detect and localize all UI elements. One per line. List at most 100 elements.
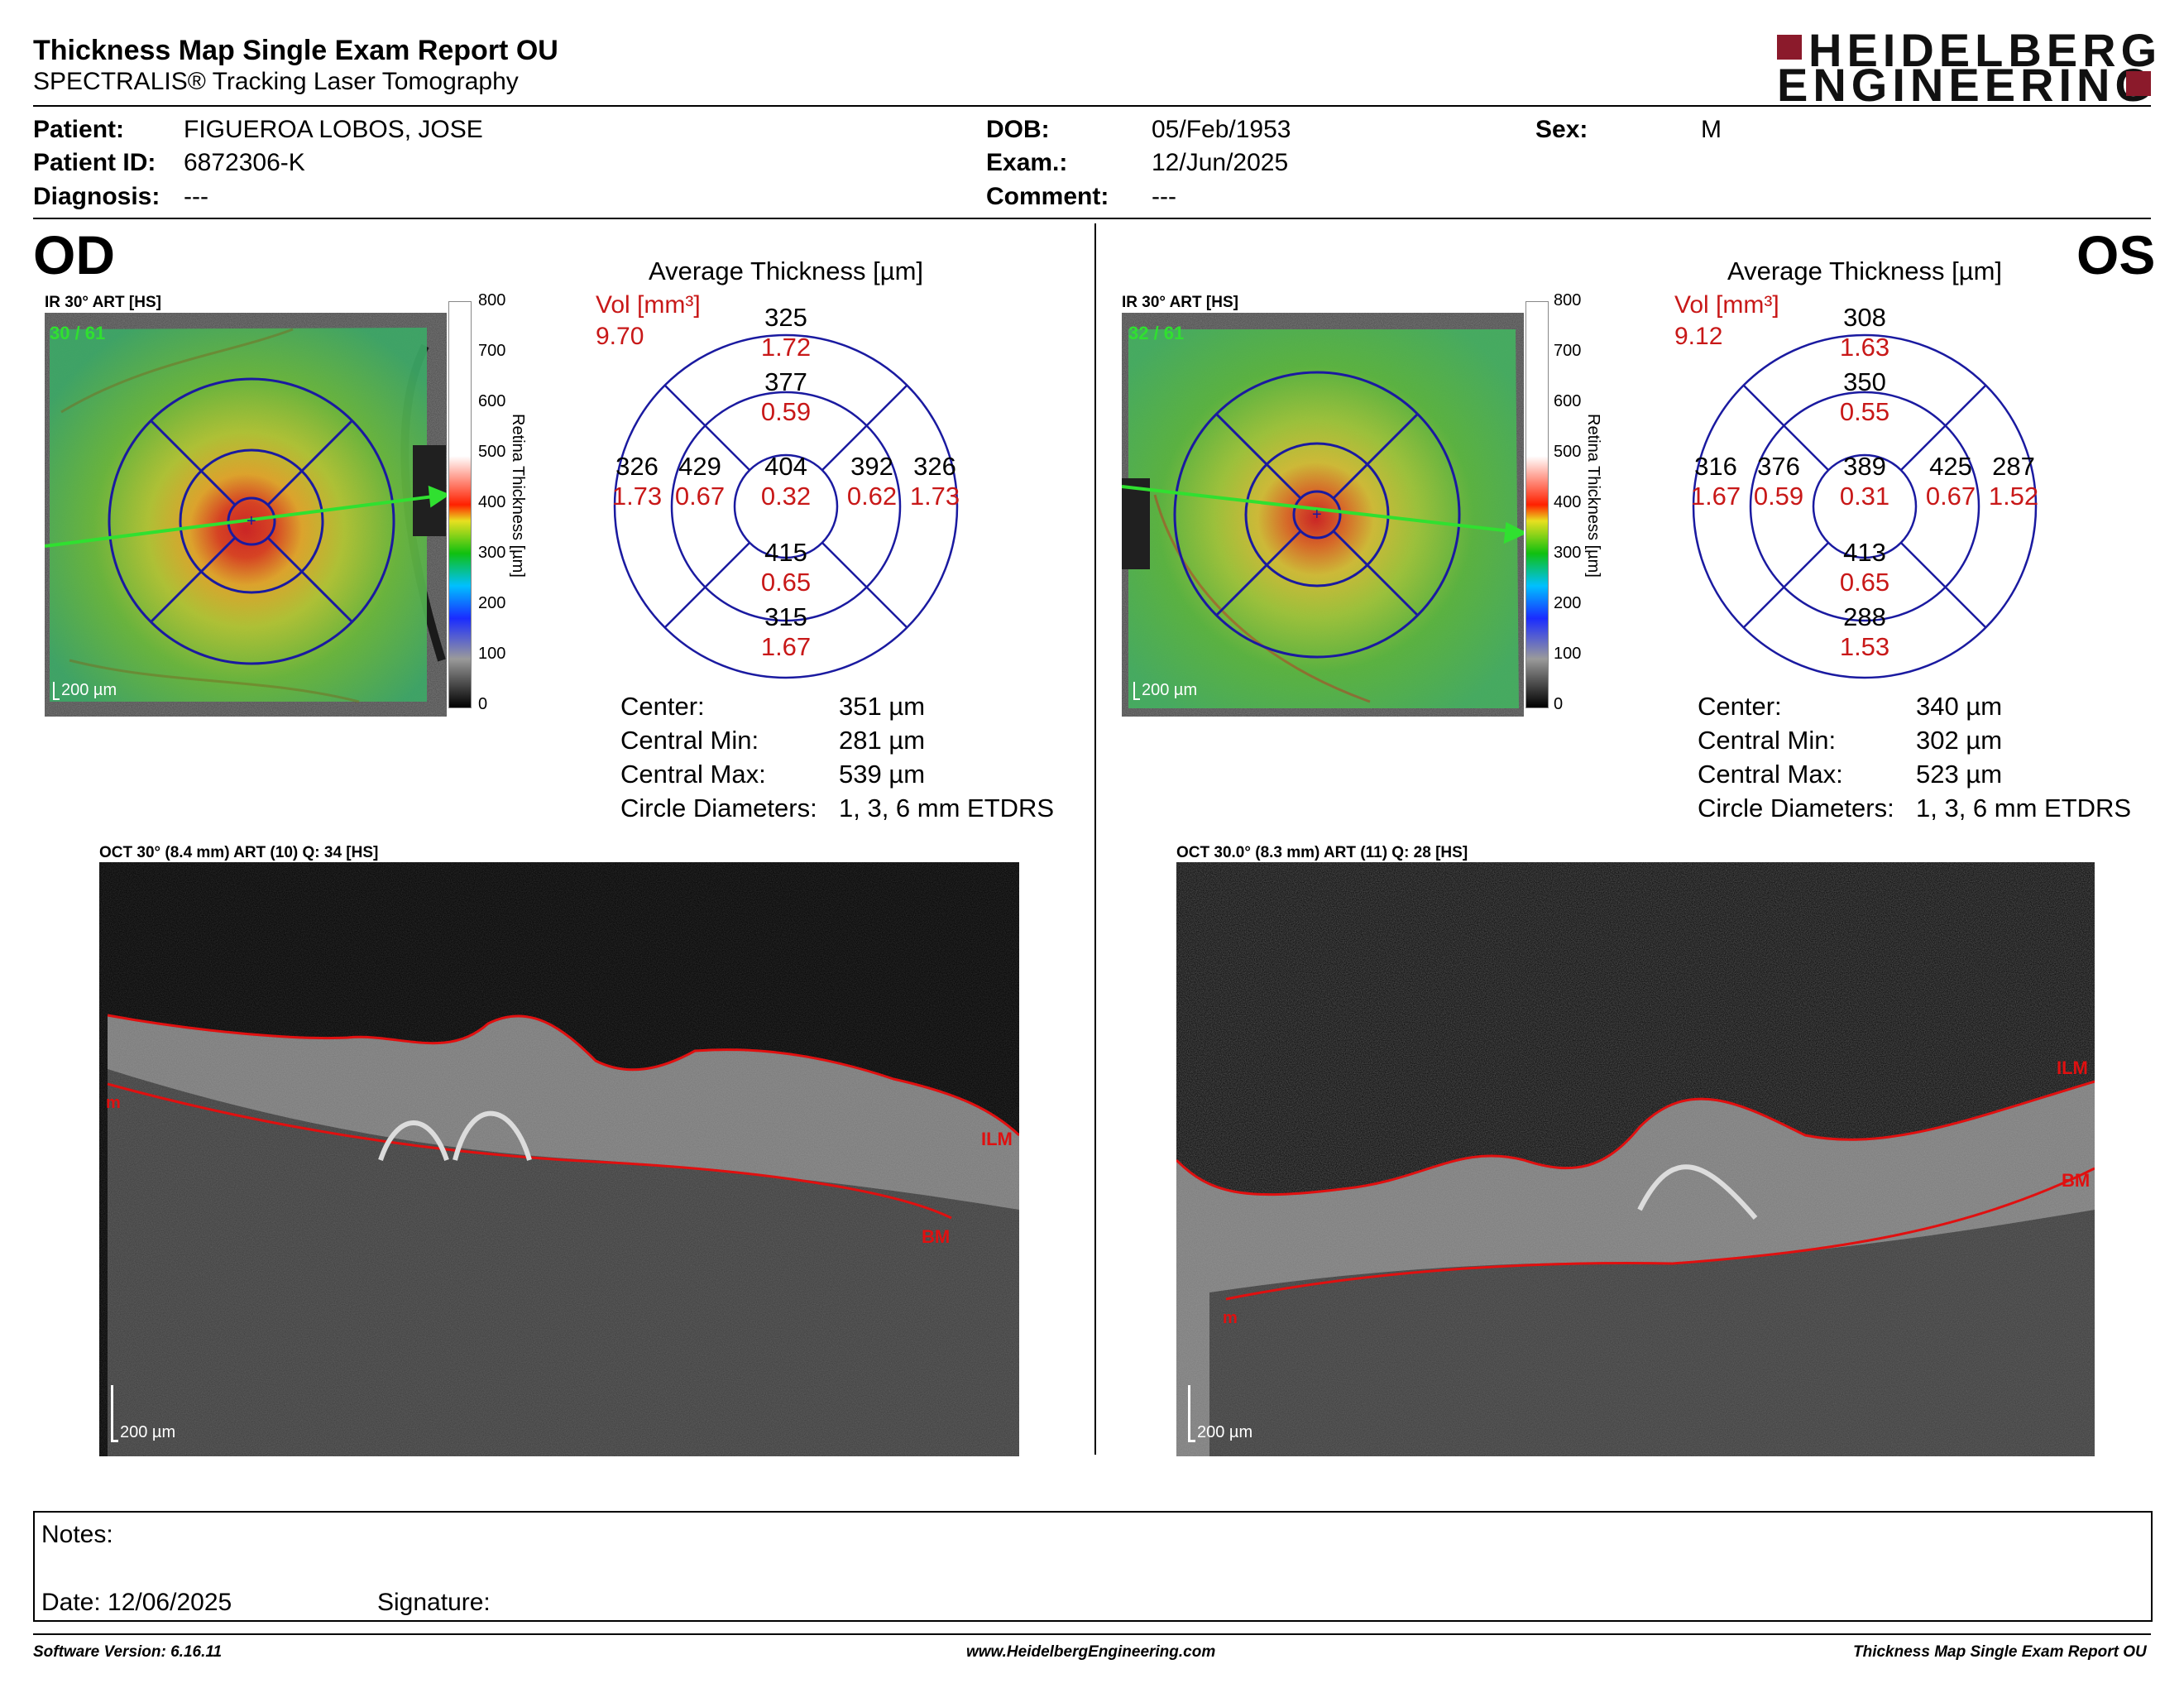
- os-sector-center: 389 0.31: [1839, 452, 1890, 511]
- os-eye-label: OS: [2076, 224, 2156, 285]
- patient-label: Patient:: [33, 116, 125, 143]
- os-circ-label: Circle Diameters:: [1698, 794, 1894, 822]
- os-ir-label: IR 30° ART [HS]: [1122, 294, 1238, 311]
- od-color-scale: [448, 301, 472, 708]
- footer-divider: [33, 1633, 2151, 1635]
- od-oct-bscan: m ILM BM 200 µm: [99, 862, 1019, 1456]
- od-ir-label: IR 30° ART [HS]: [45, 294, 161, 311]
- od-min-value: 281 µm: [839, 726, 926, 755]
- os-avg-thickness-title: Average Thickness [µm]: [1727, 257, 2003, 285]
- od-sector-outer-right: 326 1.73: [909, 452, 960, 511]
- diagnosis-value: ---: [184, 183, 208, 210]
- dob-label: DOB:: [986, 116, 1050, 143]
- od-vol-label: Vol [mm³]: [596, 291, 701, 319]
- od-oct-scalebar: 200 µm: [111, 1385, 175, 1442]
- dob-value: 05/Feb/1953: [1152, 116, 1291, 143]
- os-min-value: 302 µm: [1916, 726, 2003, 755]
- os-ir-counter: 32 / 61: [1128, 323, 1185, 343]
- report-title: Thickness Map Single Exam Report OU: [33, 35, 558, 66]
- os-min-label: Central Min:: [1698, 726, 1837, 755]
- header-divider: [33, 105, 2151, 107]
- od-oct-m-label: m: [106, 1094, 121, 1112]
- od-circ-label: Circle Diameters:: [620, 794, 817, 822]
- od-etdrs-grid-overlay: +: [45, 377, 447, 665]
- date-label: Date: 12/06/2025: [41, 1589, 232, 1616]
- od-sector-outer-top: 325 1.72: [760, 303, 812, 362]
- footer-report-name: Thickness Map Single Exam Report OU: [1853, 1643, 2147, 1661]
- os-oct-ilm-label: ILM: [2057, 1057, 2088, 1078]
- os-sector-inner-right: 425 0.67: [1925, 452, 1976, 511]
- exam-value: 12/Jun/2025: [1152, 149, 1289, 176]
- od-oct-label: OCT 30° (8.4 mm) ART (10) Q: 34 [HS]: [99, 844, 379, 861]
- od-ir-counter: 30 / 61: [50, 323, 106, 343]
- od-sector-inner-bottom: 415 0.65: [760, 538, 812, 597]
- sex-value: M: [1701, 116, 1722, 143]
- os-fundus-thickness-map: 32 / 61 200 µm +: [1122, 313, 1524, 717]
- od-max-label: Central Max:: [620, 760, 766, 789]
- os-max-label: Central Max:: [1698, 760, 1843, 789]
- comment-value: ---: [1152, 183, 1176, 210]
- patient-name: FIGUEROA LOBOS, JOSE: [184, 116, 483, 143]
- eye-divider: [1094, 223, 1096, 1455]
- os-etdrs-chart: 308 1.63 350 0.55 316 1.67 376 0.59 389 0.31 …: [1691, 303, 2038, 680]
- os-color-scale: [1525, 301, 1549, 708]
- od-avg-thickness-title: Average Thickness [µm]: [648, 257, 924, 285]
- od-min-label: Central Min:: [620, 726, 759, 755]
- os-center-label: Center:: [1698, 692, 1782, 721]
- od-etdrs-chart: 325 1.72 377 0.59 326 1.73 429 0.67 404 0.32 …: [612, 303, 960, 680]
- svg-text:+: +: [247, 512, 256, 530]
- od-sector-outer-left: 326 1.73: [611, 452, 663, 511]
- os-oct-scalebar: 200 µm: [1188, 1385, 1252, 1442]
- exam-label: Exam.:: [986, 149, 1068, 176]
- od-vol-value: 9.70: [596, 323, 644, 350]
- os-sector-inner-bottom: 413 0.65: [1839, 538, 1890, 597]
- footer-url[interactable]: www.HeidelbergEngineering.com: [966, 1643, 1216, 1661]
- notes-label: Notes:: [41, 1521, 113, 1548]
- os-sector-outer-bottom: 288 1.53: [1839, 602, 1890, 661]
- od-scale-title: Retina Thickness [µm]: [509, 414, 527, 578]
- od-center-label: Center:: [620, 692, 705, 721]
- os-sector-outer-right: 287 1.52: [1988, 452, 2039, 511]
- od-sector-outer-bottom: 315 1.67: [760, 602, 812, 661]
- comment-label: Comment:: [986, 183, 1109, 210]
- os-etdrs-grid-overlay: +: [1122, 371, 1524, 659]
- od-oct-bm-label: BM: [922, 1226, 951, 1247]
- os-oct-bm-label: BM: [2062, 1170, 2091, 1191]
- od-scale-ticks: 800 700 600 500 400 300 200 100 0: [478, 291, 506, 713]
- os-sector-inner-top: 350 0.55: [1839, 367, 1890, 426]
- os-ir-scalebar: 200 µm: [1133, 681, 1197, 700]
- diagnosis-label: Diagnosis:: [33, 183, 160, 210]
- notes-box[interactable]: Notes: Date: 12/06/2025 Signature:: [33, 1511, 2153, 1622]
- os-center-value: 340 µm: [1916, 692, 2003, 721]
- od-max-value: 539 µm: [839, 760, 926, 789]
- patient-divider: [33, 218, 2151, 219]
- od-circ-value: 1, 3, 6 mm ETDRS: [839, 794, 1055, 822]
- od-eye-label: OD: [33, 224, 115, 285]
- od-sector-inner-left: 429 0.67: [674, 452, 726, 511]
- od-sector-inner-right: 392 0.62: [846, 452, 898, 511]
- patient-id: 6872306-K: [184, 149, 305, 176]
- footer-software-version: Software Version: 6.16.11: [33, 1643, 223, 1661]
- os-max-value: 523 µm: [1916, 760, 2003, 789]
- svg-text:+: +: [1312, 506, 1322, 524]
- os-oct-label: OCT 30.0° (8.3 mm) ART (11) Q: 28 [HS]: [1176, 844, 1468, 861]
- os-scale-ticks: 800 700 600 500 400 300 200 100 0: [1554, 291, 1582, 713]
- os-sector-inner-left: 376 0.59: [1753, 452, 1804, 511]
- sex-label: Sex:: [1535, 116, 1588, 143]
- patient-id-label: Patient ID:: [33, 149, 156, 176]
- os-circ-value: 1, 3, 6 mm ETDRS: [1916, 794, 2132, 822]
- od-oct-ilm-label: ILM: [981, 1129, 1013, 1149]
- od-sector-inner-top: 377 0.59: [760, 367, 812, 426]
- od-sector-center: 404 0.32: [760, 452, 812, 511]
- od-center-value: 351 µm: [839, 692, 926, 721]
- od-fundus-thickness-map: 30 / 61 200 µm +: [45, 313, 447, 717]
- os-oct-m-label: m: [1223, 1309, 1238, 1327]
- od-ir-scalebar: 200 µm: [53, 681, 117, 700]
- report-subtitle: SPECTRALIS® Tracking Laser Tomography: [33, 68, 519, 95]
- heidelberg-logo: HEIDELBERG ENGINEERING: [1777, 24, 2162, 111]
- os-scale-title: Retina Thickness [µm]: [1584, 414, 1602, 578]
- signature-label: Signature:: [377, 1589, 491, 1616]
- os-vol-label: Vol [mm³]: [1674, 291, 1779, 319]
- os-sector-outer-top: 308 1.63: [1839, 303, 1890, 362]
- os-sector-outer-left: 316 1.67: [1690, 452, 1741, 511]
